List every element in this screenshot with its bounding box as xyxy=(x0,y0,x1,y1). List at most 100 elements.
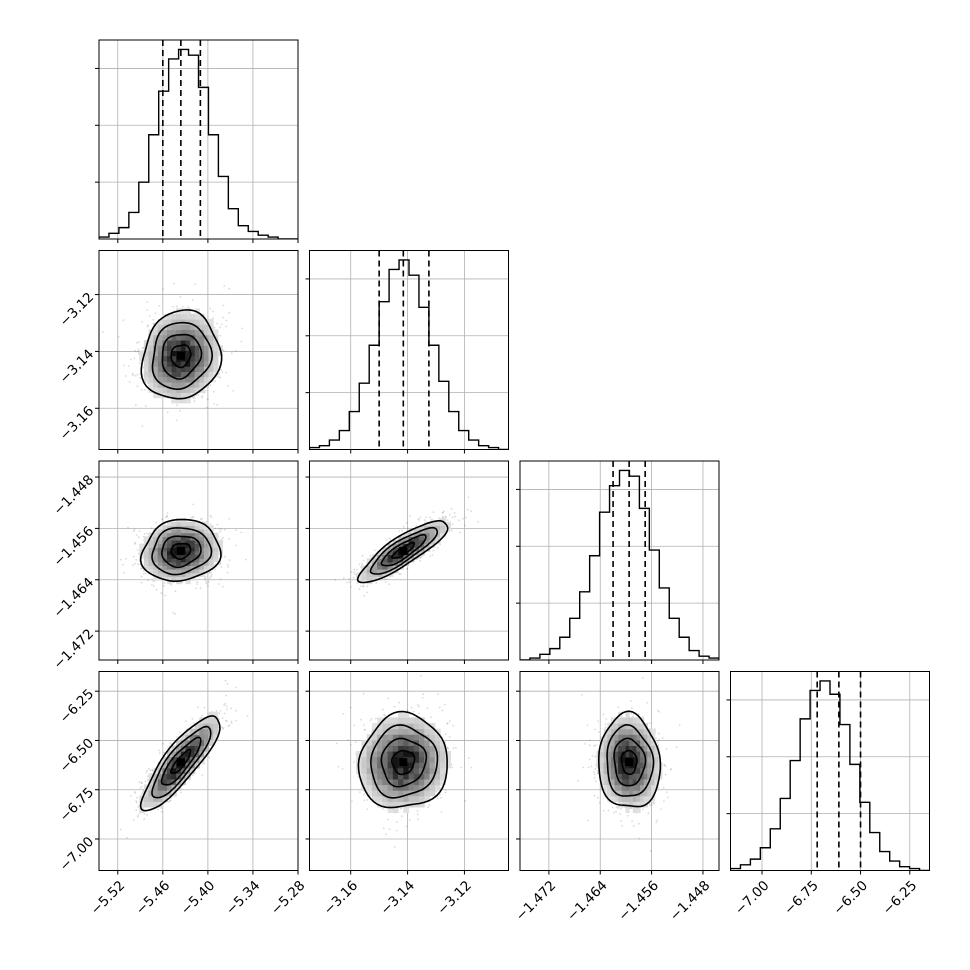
density-cell xyxy=(148,543,154,548)
density-cell xyxy=(167,392,173,399)
scatter-point xyxy=(221,585,224,588)
scatter-point xyxy=(210,573,213,576)
density-cell xyxy=(176,529,182,534)
density-cell xyxy=(199,340,205,346)
scatter-point xyxy=(420,555,422,558)
density-cell xyxy=(162,576,168,581)
density-cell xyxy=(194,345,200,351)
scatter-point xyxy=(199,587,202,590)
density-cell xyxy=(143,350,150,357)
density-cell xyxy=(424,525,431,530)
density-cell xyxy=(194,381,200,388)
scatter-point xyxy=(102,331,104,334)
density-cell xyxy=(213,355,219,362)
scatter-point xyxy=(200,396,203,399)
scatter-point xyxy=(436,546,439,549)
density-cell xyxy=(157,324,163,330)
scatter-point xyxy=(219,709,222,712)
density-cell xyxy=(208,532,214,537)
density-cell xyxy=(185,739,191,746)
scatter-point xyxy=(141,567,143,570)
density-cell xyxy=(148,773,154,780)
density-cell xyxy=(143,539,150,545)
density-cell xyxy=(199,360,205,367)
density-cell xyxy=(208,350,214,357)
scatter-point xyxy=(175,419,178,422)
density-cell xyxy=(440,521,446,526)
scatter-point xyxy=(216,523,219,526)
scatter-point xyxy=(430,716,432,719)
scatter-point xyxy=(347,739,350,742)
density-cell xyxy=(419,543,425,548)
scatter-point xyxy=(154,312,157,315)
scatter-point xyxy=(144,572,147,575)
density-cell xyxy=(162,345,168,351)
density-cell xyxy=(408,539,415,545)
scatter-point xyxy=(218,376,221,378)
density-cell xyxy=(190,561,196,566)
scatter-point xyxy=(224,702,227,705)
density-cell xyxy=(171,319,177,325)
scatter-point xyxy=(132,555,135,558)
histogram-step xyxy=(520,469,719,660)
scatter-point xyxy=(359,791,361,793)
density-cell xyxy=(143,366,150,372)
density-cell xyxy=(203,334,210,341)
contour-2 xyxy=(151,527,213,576)
density-cell xyxy=(148,565,154,570)
scatter-point xyxy=(224,719,227,722)
scatter-point xyxy=(143,818,146,820)
density-cell xyxy=(190,329,196,336)
scatter-point xyxy=(209,384,212,387)
density-peak xyxy=(176,546,185,555)
scatter-point xyxy=(366,799,369,801)
density-cell xyxy=(203,360,210,367)
scatter-point xyxy=(417,518,420,520)
contour-1 xyxy=(380,533,427,567)
scatter-point xyxy=(203,577,206,580)
scatter-point xyxy=(129,358,132,361)
scatter-point xyxy=(228,518,231,520)
density-cell xyxy=(167,525,173,530)
density-cell xyxy=(208,565,214,570)
density-cell xyxy=(203,376,210,383)
density-cell xyxy=(434,532,441,537)
density-cell xyxy=(199,536,205,541)
scatter-point xyxy=(393,846,396,848)
density-cell xyxy=(185,547,191,552)
density-cell xyxy=(185,340,191,346)
density-cell xyxy=(148,795,154,802)
density-cell xyxy=(167,773,173,780)
scatter-point xyxy=(450,529,453,532)
scatter-point xyxy=(396,821,398,824)
density-cell xyxy=(157,554,163,559)
density-cell xyxy=(153,795,159,802)
density-cell xyxy=(434,536,441,541)
density-cell xyxy=(208,355,214,362)
density-cell xyxy=(143,558,150,563)
scatter-point xyxy=(140,781,143,784)
contour-3 xyxy=(140,309,223,400)
scatter-point xyxy=(137,350,140,353)
scatter-point xyxy=(160,810,163,813)
scatter-point xyxy=(141,785,143,788)
scatter-point xyxy=(127,365,130,367)
scatter-point xyxy=(353,724,356,727)
density-cell xyxy=(203,350,210,357)
density-cell xyxy=(153,790,159,797)
hist-panel-0 xyxy=(95,39,299,243)
scatter-point xyxy=(353,571,356,574)
scatter-point xyxy=(225,705,228,707)
density-cell xyxy=(185,543,191,548)
density-cell xyxy=(167,565,173,570)
contour-2 xyxy=(369,526,439,575)
density-cell xyxy=(157,529,163,534)
scatter-point xyxy=(459,531,461,534)
scatter-point xyxy=(170,584,173,586)
density-cell xyxy=(180,536,187,541)
density-cell xyxy=(171,397,177,404)
density-cell xyxy=(180,739,187,746)
density-cell xyxy=(167,355,173,362)
density-cell xyxy=(167,324,173,330)
density-cell xyxy=(167,366,173,372)
